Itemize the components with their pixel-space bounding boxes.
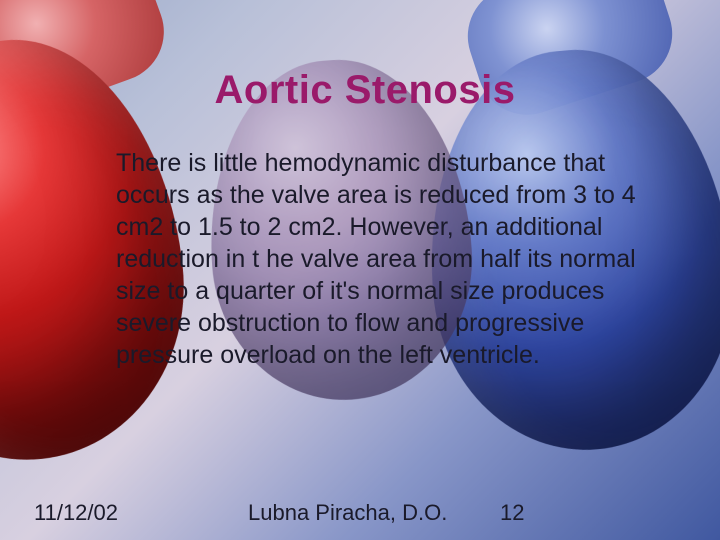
footer-date: 11/12/02 [34, 500, 118, 526]
slide-content: Aortic Stenosis There is little hemodyna… [0, 0, 720, 540]
slide-title: Aortic Stenosis [70, 68, 660, 113]
footer-author: Lubna Piracha, D.O. [248, 500, 447, 526]
footer-page: 12 [500, 500, 524, 526]
slide-body: There is little hemodynamic disturbance … [116, 147, 656, 371]
